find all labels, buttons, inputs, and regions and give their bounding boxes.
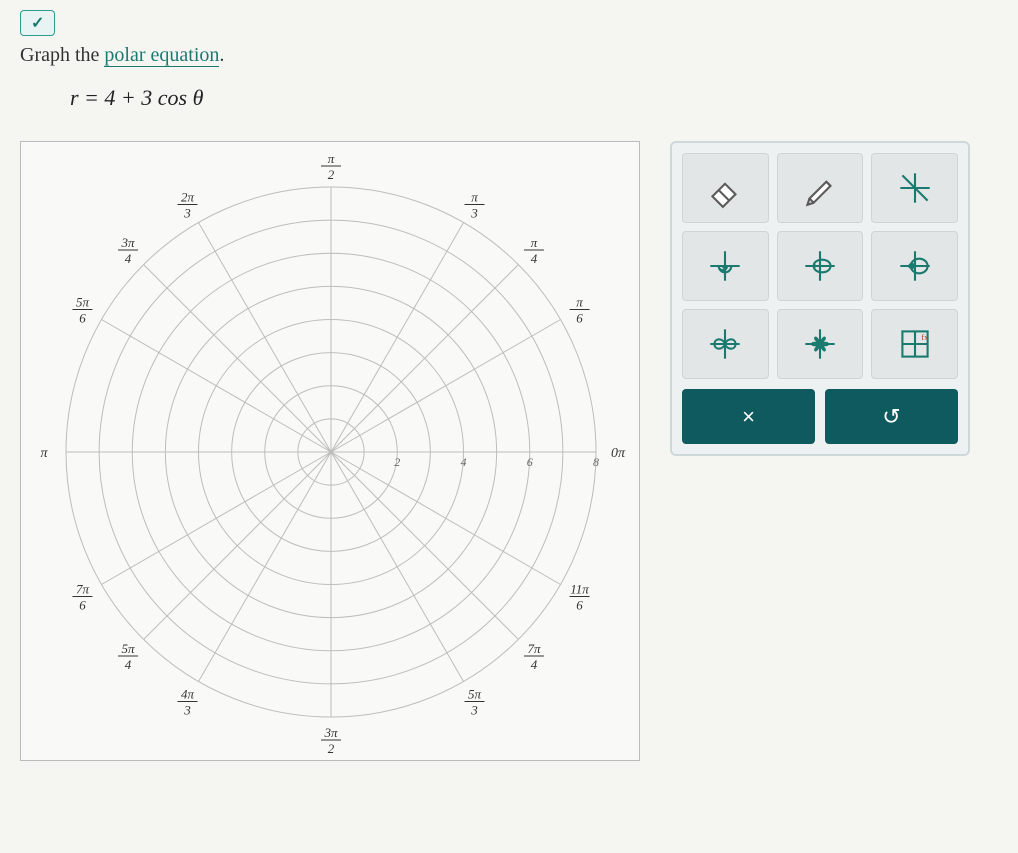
svg-text:6: 6 [79, 311, 86, 326]
svg-text:4: 4 [125, 657, 132, 672]
rose-icon [799, 323, 841, 365]
svg-text:6: 6 [79, 598, 86, 613]
question-prompt: Graph the polar equation. [20, 44, 998, 67]
svg-text:11π: 11π [570, 582, 589, 597]
undo-icon: ↺ [882, 404, 900, 430]
polar-equation-link[interactable]: polar equation [104, 44, 219, 67]
svg-text:2: 2 [328, 167, 335, 182]
svg-text:0π: 0π [611, 446, 626, 461]
polar-graph-canvas[interactable]: 24680ππ6π4π3π22π33π45π6π7π65π44π33π25π37… [20, 141, 640, 761]
svg-text:3: 3 [183, 205, 191, 220]
svg-text:4: 4 [461, 455, 467, 469]
graph-window-icon: fx [894, 323, 936, 365]
limacon-dimple-icon [799, 245, 841, 287]
pencil-tool[interactable] [777, 153, 864, 223]
svg-text:8: 8 [593, 455, 599, 469]
svg-text:2: 2 [328, 741, 335, 756]
svg-text:5π: 5π [76, 295, 90, 310]
svg-text:4: 4 [531, 657, 538, 672]
no-point-tool[interactable] [871, 153, 958, 223]
svg-text:6: 6 [576, 311, 583, 326]
close-icon: × [742, 404, 755, 430]
limacon-loop-tool[interactable] [871, 231, 958, 301]
spiral-tool[interactable] [682, 231, 769, 301]
prompt-prefix: Graph the [20, 44, 104, 66]
prompt-suffix: . [219, 44, 224, 66]
svg-text:3: 3 [470, 205, 478, 220]
check-icon: ✓ [31, 15, 44, 32]
svg-text:3: 3 [183, 703, 191, 718]
svg-text:4: 4 [125, 251, 132, 266]
svg-text:4π: 4π [181, 687, 195, 702]
svg-text:3π: 3π [121, 235, 136, 250]
svg-text:3π: 3π [323, 725, 338, 740]
limacon-loop-icon [894, 245, 936, 287]
limacon-dimple-tool[interactable] [777, 231, 864, 301]
svg-text:4: 4 [531, 251, 538, 266]
polar-grid-svg: 24680ππ6π4π3π22π33π45π6π7π65π44π33π25π37… [21, 142, 641, 762]
rose-tool[interactable] [777, 309, 864, 379]
svg-text:7π: 7π [76, 582, 90, 597]
crossed-axes-icon [894, 167, 936, 209]
pencil-icon [799, 167, 841, 209]
lemniscate-icon [704, 323, 746, 365]
svg-text:π: π [471, 189, 478, 204]
svg-text:6: 6 [527, 455, 533, 469]
svg-text:π: π [328, 151, 335, 166]
equation-text: r = 4 + 3 cos θ [70, 85, 998, 111]
svg-text:fx: fx [921, 333, 929, 342]
drawing-toolbar: fx × ↺ [670, 141, 970, 456]
svg-text:6: 6 [576, 598, 583, 613]
svg-text:2: 2 [394, 455, 400, 469]
svg-text:5π: 5π [122, 641, 136, 656]
svg-text:π: π [40, 446, 48, 461]
svg-text:7π: 7π [527, 641, 541, 656]
eraser-tool[interactable] [682, 153, 769, 223]
lemniscate-tool[interactable] [682, 309, 769, 379]
undo-button[interactable]: ↺ [825, 389, 958, 444]
clear-button[interactable]: × [682, 389, 815, 444]
spiral-icon [704, 245, 746, 287]
graph-window-tool[interactable]: fx [871, 309, 958, 379]
eraser-icon [704, 167, 746, 209]
svg-text:3: 3 [470, 703, 478, 718]
svg-text:π: π [531, 235, 538, 250]
svg-text:2π: 2π [181, 189, 195, 204]
svg-text:5π: 5π [468, 687, 482, 702]
check-tab[interactable]: ✓ [20, 10, 55, 36]
svg-text:π: π [576, 295, 583, 310]
